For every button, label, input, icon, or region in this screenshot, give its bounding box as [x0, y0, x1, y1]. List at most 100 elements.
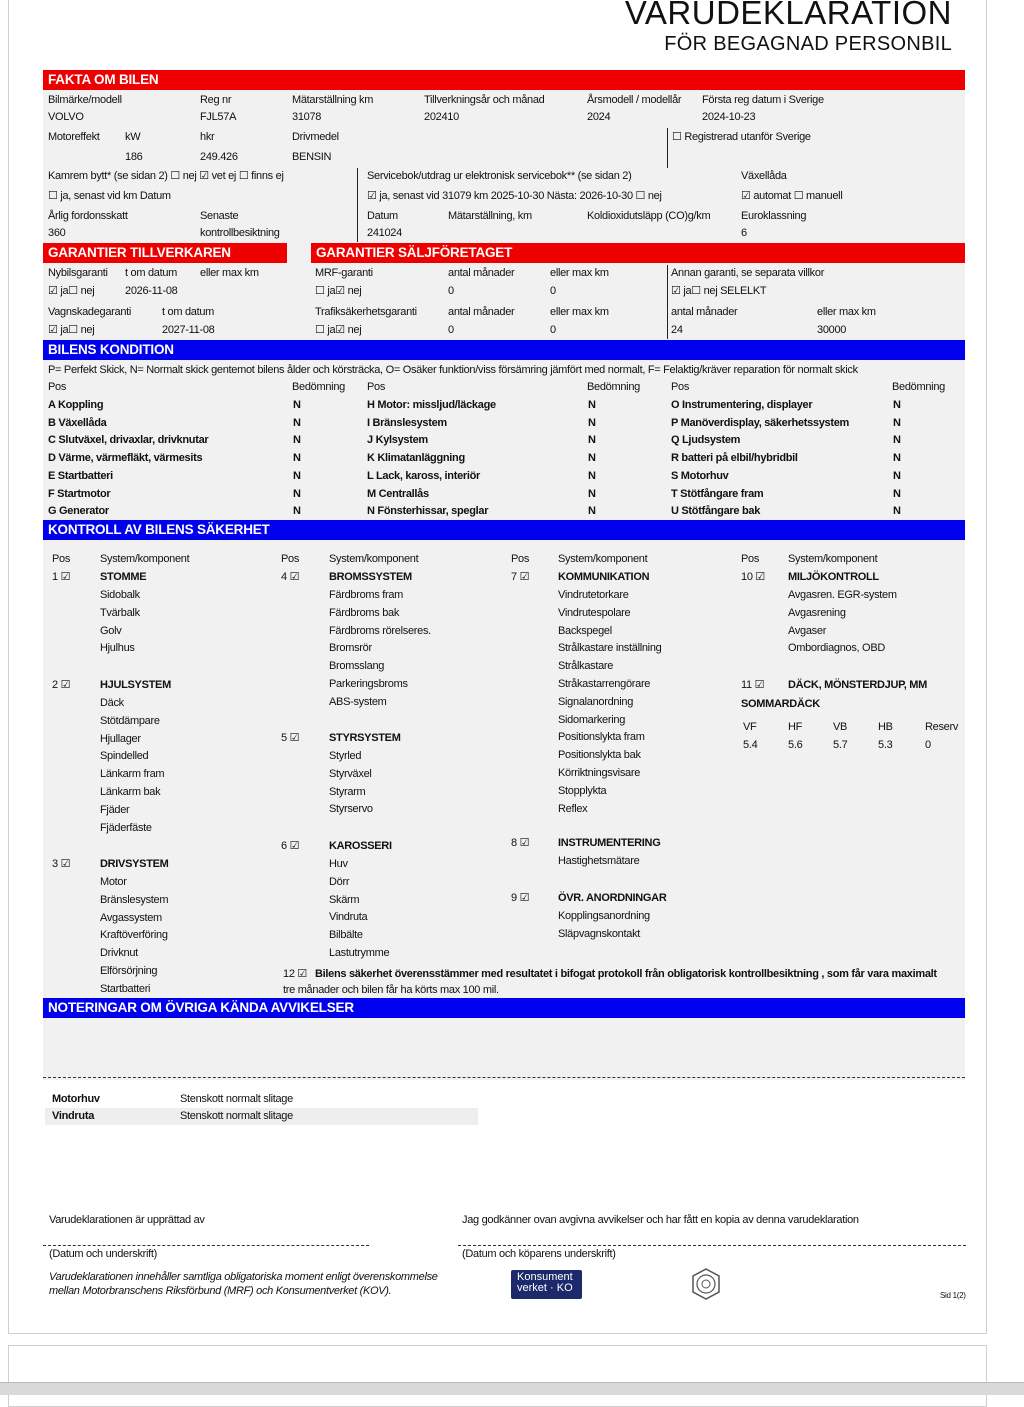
label: eller max km — [550, 306, 609, 318]
item12-text: tre månader och bilen får ha körts max 1… — [283, 984, 499, 996]
check-group-checkbox: 11 ☑ — [741, 679, 765, 691]
check-item: Kraftöverföring — [100, 929, 168, 942]
check-group-title: KAROSSERI — [329, 840, 392, 852]
check-group-title: BROMSSYSTEM — [329, 571, 412, 583]
gearbox-options: ☑ automat ☐ manuell — [741, 190, 843, 202]
note-text: Stenskott normalt slitage — [180, 1110, 293, 1122]
check-item: Positionslykta fram — [558, 731, 645, 744]
check-item: Vindrutespolare — [558, 606, 631, 619]
label: Trafiksäkerhetsgaranti — [315, 306, 417, 318]
tyre-header: HF — [788, 721, 803, 733]
check-item: Bromsslang — [329, 660, 385, 673]
check-group-checkbox: 2 ☑ — [52, 679, 71, 691]
value-kw: 186 — [125, 151, 143, 163]
page-number: Sid 1(2) — [940, 1291, 966, 1300]
logo-text: Konsument — [517, 1271, 573, 1283]
column-header: System/komponent — [558, 553, 648, 565]
label: Bilmärke/modell — [48, 94, 122, 106]
condition-item: T Stötfångare fram — [671, 487, 764, 500]
condition-item: C Slutväxel, drivaxlar, drivknutar — [48, 434, 209, 447]
condition-item: N Fönsterhissar, speglar — [367, 505, 489, 518]
tyre-depth-value: 5.6 — [788, 739, 803, 751]
check-group-checkbox: 3 ☑ — [52, 858, 71, 870]
condition-grade: N — [893, 434, 901, 447]
check-group-checkbox: 4 ☑ — [281, 571, 300, 583]
condition-grade: N — [293, 469, 301, 482]
other-warranty-options: ☑ ja☐ nej SELELKT — [671, 285, 767, 297]
check-group-title: STYRSYSTEM — [329, 732, 401, 744]
check-item: Körriktningsvisare — [558, 767, 641, 779]
value: 30000 — [817, 324, 847, 336]
check-item: Släpvagnskontakt — [558, 927, 641, 940]
label: kW — [125, 131, 141, 143]
label: Nybilsgaranti — [48, 267, 108, 279]
column-header: Bedömning — [892, 381, 945, 393]
check-item: Bromsrör — [329, 642, 372, 655]
seller-signature-line — [43, 1245, 369, 1246]
check-item: Reflex — [558, 802, 588, 815]
condition-legend: P= Perfekt Skick, N= Normalt skick gente… — [48, 364, 858, 376]
check-item: Golv — [100, 624, 122, 637]
condition-grade: N — [588, 505, 596, 518]
disclaimer: Varudeklarationen innehåller samtliga ob… — [49, 1271, 438, 1283]
condition-item: I Bränslesystem — [367, 416, 447, 429]
check-item: Huv — [329, 858, 348, 870]
check-item: Styrservo — [329, 803, 373, 816]
section-noteringar-header: NOTERINGAR OM ÖVRIGA KÄNDA AVVIKELSER — [43, 998, 965, 1018]
check-item: Spindelled — [100, 750, 149, 763]
value: 0 — [550, 324, 556, 336]
check-group-checkbox: 1 ☑ — [52, 571, 71, 583]
check-item: Stråkastarrengörare — [558, 678, 651, 690]
condition-grade: N — [293, 416, 301, 429]
check-item: Vindruta — [329, 911, 368, 924]
check-item: Skärm — [329, 893, 360, 906]
form-panel — [43, 70, 965, 1080]
check-group-checkbox: 8 ☑ — [511, 837, 530, 849]
check-item: Parkeringsbroms — [329, 678, 408, 690]
tyre-header: VB — [833, 721, 848, 733]
value: 0 — [550, 285, 556, 297]
check-item: Hjulhus — [100, 642, 135, 655]
value-make: VOLVO — [48, 111, 84, 123]
column-header: Bedömning — [587, 381, 640, 393]
value: 24 — [671, 324, 683, 336]
check-group-title: ÖVR. ANORDNINGAR — [558, 892, 667, 904]
check-group-checkbox: 10 ☑ — [741, 571, 765, 583]
condition-item: G Generator — [48, 505, 109, 518]
label: Mätarställning km — [292, 94, 374, 106]
divider — [667, 265, 668, 339]
condition-grade: N — [588, 469, 596, 482]
check-item: Styrled — [329, 750, 362, 762]
section-kontroll-header: KONTROLL AV BILENS SÄKERHET — [43, 520, 965, 540]
column-header: Pos — [671, 381, 690, 393]
label: Motoreffekt — [48, 131, 100, 143]
check-item: Avgasren. EGR-system — [788, 589, 897, 601]
value-first-reg: 2024-10-23 — [702, 111, 756, 123]
condition-grade: N — [893, 452, 901, 465]
condition-grade: N — [293, 487, 301, 500]
section-garanti-tillverkaren-header: GARANTIER TILLVERKAREN — [43, 243, 287, 263]
condition-item: L Lack, kaross, interiör — [367, 469, 481, 482]
mrf-emblem-icon — [692, 1268, 720, 1300]
condition-item: E Startbatteri — [48, 469, 113, 482]
tyre-depth-value: 5.4 — [743, 739, 758, 751]
check-item: Positionslykta bak — [558, 749, 641, 762]
condition-grade: N — [893, 399, 901, 411]
label: (Datum och köparens underskrift) — [462, 1248, 616, 1260]
column-header: Pos — [741, 553, 760, 565]
check-item: Färdbroms rörelseres. — [329, 624, 431, 637]
value-date: 241024 — [367, 227, 402, 239]
label: Senaste — [200, 210, 239, 222]
label: Euroklassning — [741, 210, 807, 222]
value: 0 — [448, 324, 454, 336]
next-page — [8, 1345, 987, 1407]
check-item: Hastighetsmätare — [558, 855, 640, 867]
check-item: Sidomarkering — [558, 713, 626, 726]
check-item: Vindrutetorkare — [558, 589, 629, 601]
label: t om datum — [125, 267, 178, 279]
check-item: Stötdämpare — [100, 714, 160, 727]
konsumentverket-logo: Konsument verket · KO — [511, 1270, 582, 1299]
label: antal månader — [671, 306, 738, 318]
label: Tillverkningsår och månad — [424, 94, 545, 106]
label: Jag godkänner ovan avgivna avvikelser oc… — [462, 1214, 859, 1226]
